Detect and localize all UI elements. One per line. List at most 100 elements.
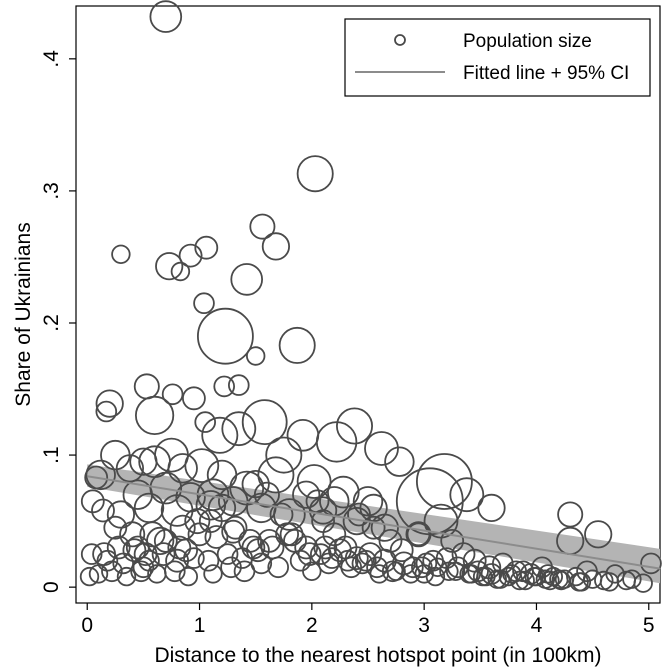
data-point (116, 566, 137, 587)
x-tick-label: 0 (81, 614, 93, 637)
data-point (106, 500, 136, 529)
data-point (146, 526, 175, 556)
data-point (241, 399, 288, 446)
legend: Population size Fitted line + 95% CI (344, 18, 651, 97)
data-point (153, 529, 178, 553)
legend-box (344, 18, 651, 97)
data-point (167, 535, 192, 560)
data-point (138, 549, 160, 572)
data-point (207, 493, 237, 522)
axes: 0 1 2 3 4 5 0 .1 .2 .3 .4 (40, 50, 655, 637)
data-point (278, 326, 316, 364)
data-point (326, 475, 360, 509)
data-point (249, 213, 276, 240)
x-tick-label: 1 (194, 614, 206, 637)
data-point (221, 519, 246, 544)
x-tick-label: 3 (418, 614, 430, 637)
data-point (309, 543, 332, 565)
legend-symbol-point (394, 34, 406, 46)
data-point (361, 515, 386, 540)
data-point (461, 564, 482, 584)
fitted-line (87, 475, 661, 570)
data-point (106, 535, 131, 560)
plot-area (75, 5, 661, 604)
data-point (512, 560, 534, 583)
data-point (133, 492, 165, 524)
data-point (490, 569, 511, 589)
data-point (297, 542, 322, 566)
data-point (161, 383, 184, 406)
data-point (449, 477, 485, 513)
data-point (231, 547, 254, 569)
data-point (149, 0, 183, 33)
data-point (335, 407, 373, 445)
data-point (80, 543, 103, 565)
data-point (273, 498, 306, 531)
data-point (327, 538, 352, 563)
data-point (509, 570, 530, 591)
data-point (183, 547, 205, 569)
data-point (169, 514, 196, 541)
data-point (292, 480, 321, 509)
data-point (194, 235, 219, 260)
y-tick-label: .4 (40, 50, 63, 68)
data-point (351, 552, 374, 575)
data-point (415, 453, 473, 510)
data-point (221, 411, 257, 447)
data-point (411, 556, 433, 579)
data-point (95, 389, 124, 418)
data-point (195, 490, 227, 521)
data-point (389, 538, 414, 563)
data-point (178, 566, 199, 587)
data-point (100, 439, 131, 471)
data-point (204, 525, 229, 549)
x-axis-title: Distance to the nearest hotspot point (i… (154, 644, 601, 667)
data-point (160, 494, 194, 527)
data-point (135, 395, 175, 435)
data-point (445, 561, 466, 582)
data-point (405, 521, 432, 548)
data-point (261, 232, 290, 261)
data-point (122, 538, 147, 563)
data-point (91, 498, 115, 523)
data-point (366, 556, 388, 579)
data-point (112, 552, 134, 575)
fitted-line-layer (87, 475, 661, 570)
data-point (498, 566, 519, 587)
data-point (557, 501, 584, 528)
y-tick-label: 0 (40, 581, 63, 593)
data-point (201, 416, 239, 454)
data-point (265, 436, 303, 474)
data-point (213, 375, 236, 398)
data-point (296, 155, 334, 193)
data-point (359, 493, 388, 522)
data-point (640, 552, 662, 575)
data-point (230, 263, 264, 296)
data-point (184, 448, 220, 484)
y-tick-label: .1 (40, 446, 63, 464)
data-point (96, 549, 119, 572)
data-point (129, 447, 158, 476)
data-point (257, 456, 295, 494)
data-point (175, 482, 206, 513)
data-point (203, 564, 223, 584)
data-point (155, 252, 184, 281)
data-point (95, 400, 118, 423)
data-point (151, 542, 176, 566)
x-tick-label: 4 (531, 614, 543, 637)
legend-label-fitted: Fitted line + 95% CI (463, 63, 629, 84)
data-point (364, 431, 399, 466)
data-point (296, 464, 332, 499)
data-point (223, 515, 248, 540)
x-tick-label: 5 (643, 614, 655, 637)
data-point (308, 496, 338, 525)
data-point (524, 566, 544, 587)
data-point (372, 548, 397, 573)
data-point (535, 569, 556, 589)
data-point (216, 543, 239, 565)
data-point (283, 529, 307, 553)
data-point (633, 573, 653, 593)
data-point (79, 566, 100, 587)
legend-label-population: Population size (463, 31, 592, 52)
